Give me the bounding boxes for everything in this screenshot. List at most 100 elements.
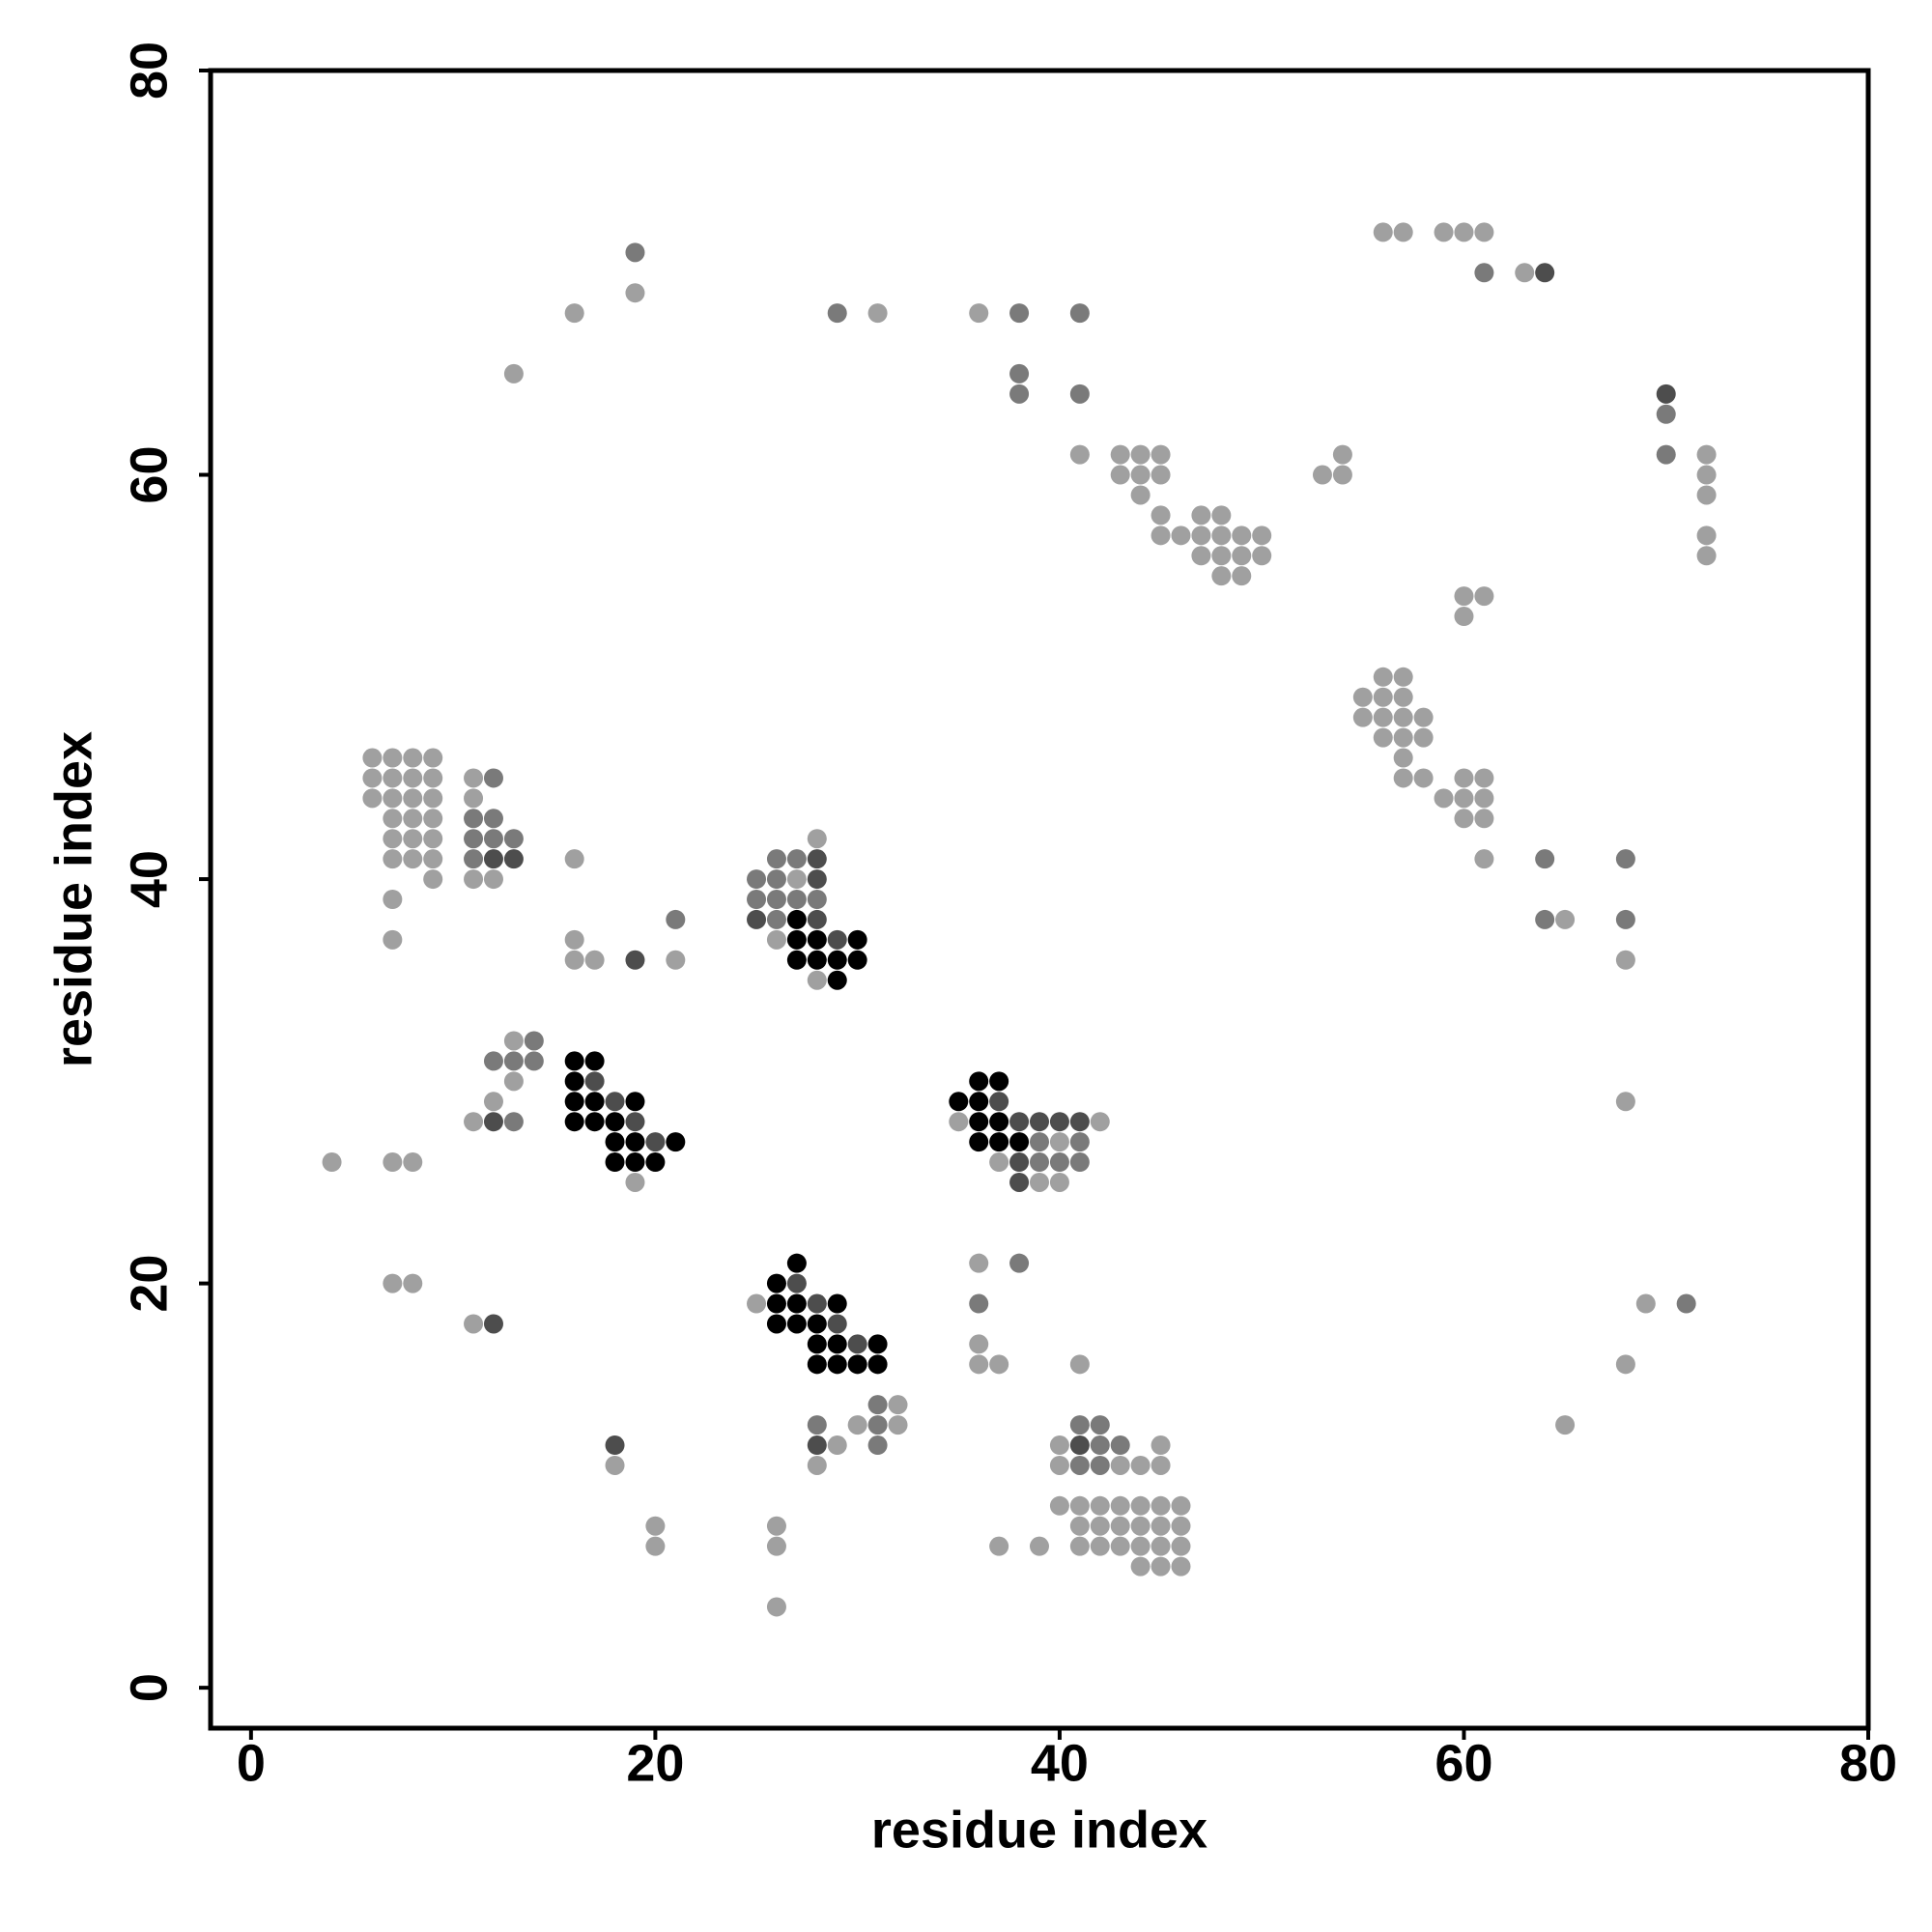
contact-point — [1615, 1092, 1635, 1112]
contact-point — [1009, 303, 1030, 324]
contact-point — [625, 1112, 645, 1132]
contact-point — [605, 1112, 625, 1132]
x-tick-label: 0 — [237, 1734, 266, 1792]
contact-point — [786, 1293, 807, 1314]
contact-point — [807, 950, 827, 970]
contact-point — [483, 1112, 503, 1132]
contact-point — [786, 890, 807, 909]
contact-point — [423, 849, 443, 869]
contact-point — [807, 1334, 827, 1354]
contact-point — [1049, 1435, 1069, 1456]
contact-point — [786, 950, 807, 970]
contact-point — [1151, 1495, 1171, 1516]
contact-point — [1474, 788, 1494, 809]
y-tick-label: 60 — [120, 445, 178, 503]
contact-point — [503, 1071, 524, 1092]
contact-point — [786, 849, 807, 869]
contact-point — [483, 809, 503, 829]
contact-point — [786, 1253, 807, 1273]
contact-point — [827, 303, 847, 324]
contact-point — [847, 1334, 867, 1354]
contact-point — [605, 1092, 625, 1112]
contact-point — [1656, 404, 1676, 424]
contact-point — [766, 929, 786, 950]
contact-point — [1069, 1132, 1090, 1152]
contact-point — [1151, 1516, 1171, 1536]
contact-point — [827, 1334, 847, 1354]
contact-point — [403, 1152, 423, 1173]
contact-point — [1030, 1536, 1049, 1556]
contact-point — [766, 1314, 786, 1334]
contact-point — [807, 1435, 827, 1456]
contact-point — [383, 890, 403, 909]
contact-point — [362, 768, 383, 788]
contact-point — [1191, 546, 1211, 566]
contact-point — [1211, 566, 1232, 586]
contact-point — [1110, 1495, 1130, 1516]
contact-point — [969, 1092, 989, 1112]
contact-point — [625, 1152, 645, 1173]
contact-point — [564, 929, 584, 950]
contact-point — [503, 363, 524, 384]
contact-point — [786, 869, 807, 890]
contact-point — [1130, 1536, 1151, 1556]
contact-point — [766, 869, 786, 890]
contact-point — [564, 849, 584, 869]
contact-point — [464, 1112, 484, 1132]
contact-point — [645, 1132, 666, 1152]
contact-point — [403, 829, 423, 849]
contact-point — [464, 869, 484, 890]
contact-point — [1656, 444, 1676, 465]
contact-point — [403, 849, 423, 869]
contact-point — [423, 829, 443, 849]
contact-point — [564, 950, 584, 970]
contact-point — [1474, 263, 1494, 283]
contact-point — [1069, 1455, 1090, 1475]
contact-point — [1373, 222, 1393, 242]
contact-point — [1009, 1172, 1030, 1192]
contact-point — [766, 1273, 786, 1293]
contact-point — [464, 768, 484, 788]
contact-point — [1151, 1455, 1171, 1475]
y-tick-label: 40 — [120, 850, 178, 908]
contact-point — [1211, 505, 1232, 526]
contact-point — [1676, 1293, 1696, 1314]
contact-point — [1696, 526, 1717, 546]
contact-point — [1434, 788, 1454, 809]
contact-point — [1474, 586, 1494, 607]
contact-point — [625, 1092, 645, 1112]
contact-point — [605, 1435, 625, 1456]
contact-point — [464, 1314, 484, 1334]
contact-point — [747, 869, 767, 890]
contact-point — [1130, 1495, 1151, 1516]
contact-point — [786, 909, 807, 929]
contact-point — [625, 283, 645, 303]
contact-point — [847, 950, 867, 970]
contact-point — [1130, 444, 1151, 465]
contact-point — [524, 1031, 544, 1051]
contact-point — [867, 303, 888, 324]
contact-point — [766, 849, 786, 869]
contact-point — [747, 909, 767, 929]
contact-point — [1352, 707, 1373, 727]
contact-point — [1030, 1112, 1049, 1132]
contact-point — [403, 788, 423, 809]
contact-point — [867, 1415, 888, 1435]
contact-point — [1393, 707, 1413, 727]
contact-point — [807, 909, 827, 929]
contact-point — [969, 1354, 989, 1375]
contact-point — [867, 1354, 888, 1375]
contact-point — [1171, 1536, 1191, 1556]
contact-point — [989, 1132, 1009, 1152]
contact-point — [1009, 1132, 1030, 1152]
contact-point — [1535, 909, 1555, 929]
contact-point — [1171, 1516, 1191, 1536]
contact-point — [1535, 849, 1555, 869]
contact-point — [827, 950, 847, 970]
contact-point — [564, 1112, 584, 1132]
y-tick-label: 80 — [120, 42, 178, 99]
contact-point — [1049, 1172, 1069, 1192]
contact-point — [1615, 1354, 1635, 1375]
x-axis-label: residue index — [871, 1801, 1208, 1859]
contact-point — [1151, 465, 1171, 485]
